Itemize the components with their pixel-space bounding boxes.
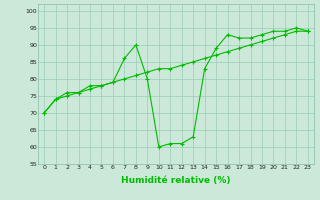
X-axis label: Humidité relative (%): Humidité relative (%) bbox=[121, 176, 231, 185]
